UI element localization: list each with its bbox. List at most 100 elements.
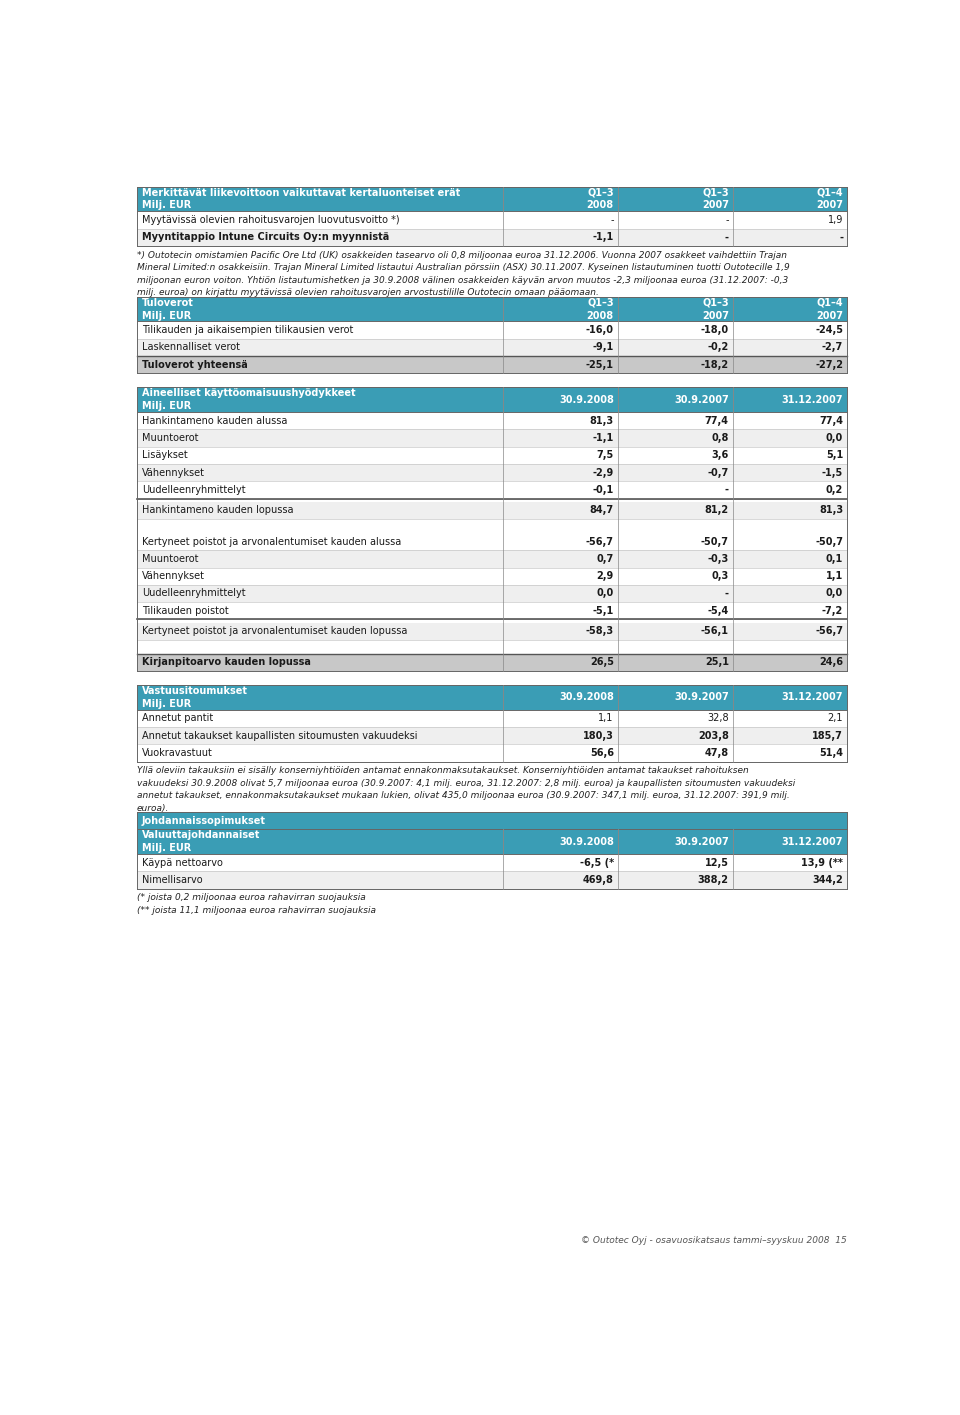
Bar [617, 464, 732, 481]
Bar [137, 187, 503, 211]
Text: 0,0: 0,0 [596, 589, 613, 599]
Bar [503, 567, 617, 584]
Bar [503, 447, 617, 464]
Bar [137, 481, 503, 498]
Bar [617, 685, 732, 709]
Text: Valuuttajohdannaiset
Milj. EUR: Valuuttajohdannaiset Milj. EUR [142, 831, 260, 853]
Bar [617, 187, 732, 211]
Text: -56,7: -56,7 [815, 627, 843, 637]
Bar [137, 829, 503, 853]
Bar [137, 321, 503, 338]
Bar [137, 603, 503, 620]
Bar [732, 623, 847, 640]
Text: -2,7: -2,7 [822, 342, 843, 352]
Text: -24,5: -24,5 [815, 325, 843, 335]
Text: -50,7: -50,7 [815, 536, 843, 546]
Bar [137, 872, 503, 889]
Bar [503, 502, 617, 519]
Bar [503, 744, 617, 761]
Text: 30.9.2008: 30.9.2008 [559, 395, 613, 405]
Bar [137, 623, 503, 640]
Text: 26,5: 26,5 [589, 658, 613, 668]
Bar [137, 709, 503, 727]
Bar [503, 412, 617, 429]
Text: 32,8: 32,8 [708, 713, 729, 723]
Text: -2,9: -2,9 [592, 467, 613, 478]
Bar [732, 872, 847, 889]
Bar [503, 464, 617, 481]
Bar [617, 829, 732, 853]
Bar [503, 187, 617, 211]
Text: 2,1: 2,1 [828, 713, 843, 723]
Bar [137, 429, 503, 447]
Bar [503, 297, 617, 321]
Text: -1,1: -1,1 [592, 232, 613, 242]
Bar [732, 584, 847, 603]
Bar [137, 211, 503, 229]
Bar [617, 533, 732, 550]
Bar [617, 623, 732, 640]
Text: 0,0: 0,0 [826, 589, 843, 599]
Text: -58,3: -58,3 [586, 627, 613, 637]
Bar [137, 412, 503, 429]
Text: 77,4: 77,4 [705, 416, 729, 426]
Text: Aineelliset käyttöomaisuushyödykkeet
Milj. EUR: Aineelliset käyttöomaisuushyödykkeet Mil… [142, 388, 355, 410]
Text: Annetut pantit: Annetut pantit [142, 713, 213, 723]
Text: Q1–3
2007: Q1–3 2007 [702, 297, 729, 321]
Text: Hankintameno kauden alussa: Hankintameno kauden alussa [142, 416, 287, 426]
Bar [617, 603, 732, 620]
Bar [732, 533, 847, 550]
Text: 7,5: 7,5 [596, 450, 613, 460]
Text: 0,7: 0,7 [596, 553, 613, 563]
Text: Merkittävät liikevoittoon vaikuttavat kertaluonteiset erät
Milj. EUR: Merkittävät liikevoittoon vaikuttavat ke… [142, 188, 460, 211]
Text: Kertyneet poistot ja arvonalentumiset kauden lopussa: Kertyneet poistot ja arvonalentumiset ka… [142, 627, 407, 637]
Text: 0,8: 0,8 [711, 433, 729, 443]
Bar [732, 550, 847, 567]
Text: 81,3: 81,3 [819, 505, 843, 515]
Bar [503, 603, 617, 620]
Text: Q1–3
2008: Q1–3 2008 [587, 297, 613, 321]
Bar [137, 744, 503, 761]
Text: 56,6: 56,6 [589, 749, 613, 758]
Bar [617, 447, 732, 464]
Text: -50,7: -50,7 [701, 536, 729, 546]
Bar [617, 388, 732, 412]
Bar [732, 297, 847, 321]
Bar [137, 519, 847, 533]
Bar [732, 388, 847, 412]
Bar [617, 709, 732, 727]
Text: Tuloverot
Milj. EUR: Tuloverot Milj. EUR [142, 297, 194, 321]
Text: 1,1: 1,1 [826, 572, 843, 582]
Text: (* joista 0,2 miljoonaa euroa rahavirran suojauksia
(** joista 11,1 miljoonaa eu: (* joista 0,2 miljoonaa euroa rahavirran… [137, 893, 376, 916]
Bar [732, 429, 847, 447]
Text: 3,6: 3,6 [711, 450, 729, 460]
Text: Johdannaissopimukset: Johdannaissopimukset [142, 816, 266, 826]
Text: Vastuusitoumukset
Milj. EUR: Vastuusitoumukset Milj. EUR [142, 686, 248, 709]
Bar [732, 321, 847, 338]
Text: -5,4: -5,4 [708, 606, 729, 616]
Bar [503, 829, 617, 853]
Text: -9,1: -9,1 [592, 342, 613, 352]
Text: *) Outotecin omistamien Pacific Ore Ltd (UK) osakkeiden tasearvo oli 0,8 miljoon: *) Outotecin omistamien Pacific Ore Ltd … [137, 250, 790, 297]
Bar [617, 338, 732, 357]
Bar [732, 447, 847, 464]
Bar [137, 727, 503, 744]
Bar [137, 567, 503, 584]
Text: 469,8: 469,8 [583, 874, 613, 884]
Bar [503, 623, 617, 640]
Text: -0,2: -0,2 [708, 342, 729, 352]
Bar [732, 709, 847, 727]
Bar [503, 211, 617, 229]
Text: -0,7: -0,7 [708, 467, 729, 478]
Text: Nimellisarvo: Nimellisarvo [142, 874, 203, 884]
Bar [732, 829, 847, 853]
Text: -7,2: -7,2 [822, 606, 843, 616]
Text: -1,1: -1,1 [592, 433, 613, 443]
Bar [503, 533, 617, 550]
Text: Tilikauden poistot: Tilikauden poistot [142, 606, 228, 616]
Bar [503, 685, 617, 709]
Text: 388,2: 388,2 [698, 874, 729, 884]
Text: 0,2: 0,2 [826, 485, 843, 495]
Text: 12,5: 12,5 [705, 857, 729, 867]
Text: Uudelleenryhmittelyt: Uudelleenryhmittelyt [142, 485, 246, 495]
